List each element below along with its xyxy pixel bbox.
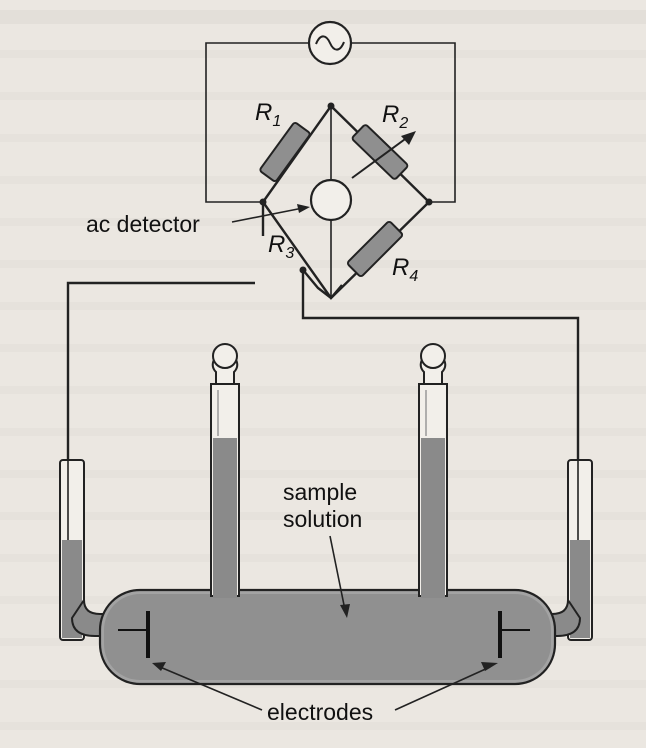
right-electrode-lead — [301, 270, 580, 535]
ac-detector-pointer — [231, 204, 310, 223]
variable-resistor-arrow-icon — [351, 131, 416, 179]
electrodes-label: electrodes — [267, 699, 373, 725]
r1-label: R1 — [255, 99, 281, 130]
ac-source-icon — [307, 20, 353, 66]
ac-detector-label: ac detector — [86, 211, 200, 237]
resistor-r2 — [351, 124, 409, 180]
sample-label-line1: sample — [283, 479, 357, 505]
sample-label-line2: solution — [283, 506, 362, 532]
left-electrode-lead — [66, 202, 265, 535]
r3-lead-wire — [302, 269, 343, 300]
left-electrode — [118, 611, 150, 658]
left-filling-tube — [210, 343, 240, 598]
solution-fill — [104, 594, 551, 680]
conductivity-cell — [59, 343, 593, 686]
r2-label: R2 — [382, 101, 408, 132]
sample-pointer — [329, 535, 350, 618]
resistor-r4 — [346, 220, 404, 278]
r4-label: R4 — [392, 254, 418, 285]
wheatstone-bridge — [205, 20, 456, 300]
right-filling-tube — [418, 343, 448, 598]
electrode-pointers — [152, 662, 498, 711]
ac-detector-icon — [309, 178, 353, 222]
r3-label: R3 — [268, 231, 294, 262]
junction-right — [425, 198, 433, 206]
right-electrode — [498, 611, 530, 658]
resistor-r1 — [259, 122, 311, 182]
source-wire — [205, 42, 456, 203]
